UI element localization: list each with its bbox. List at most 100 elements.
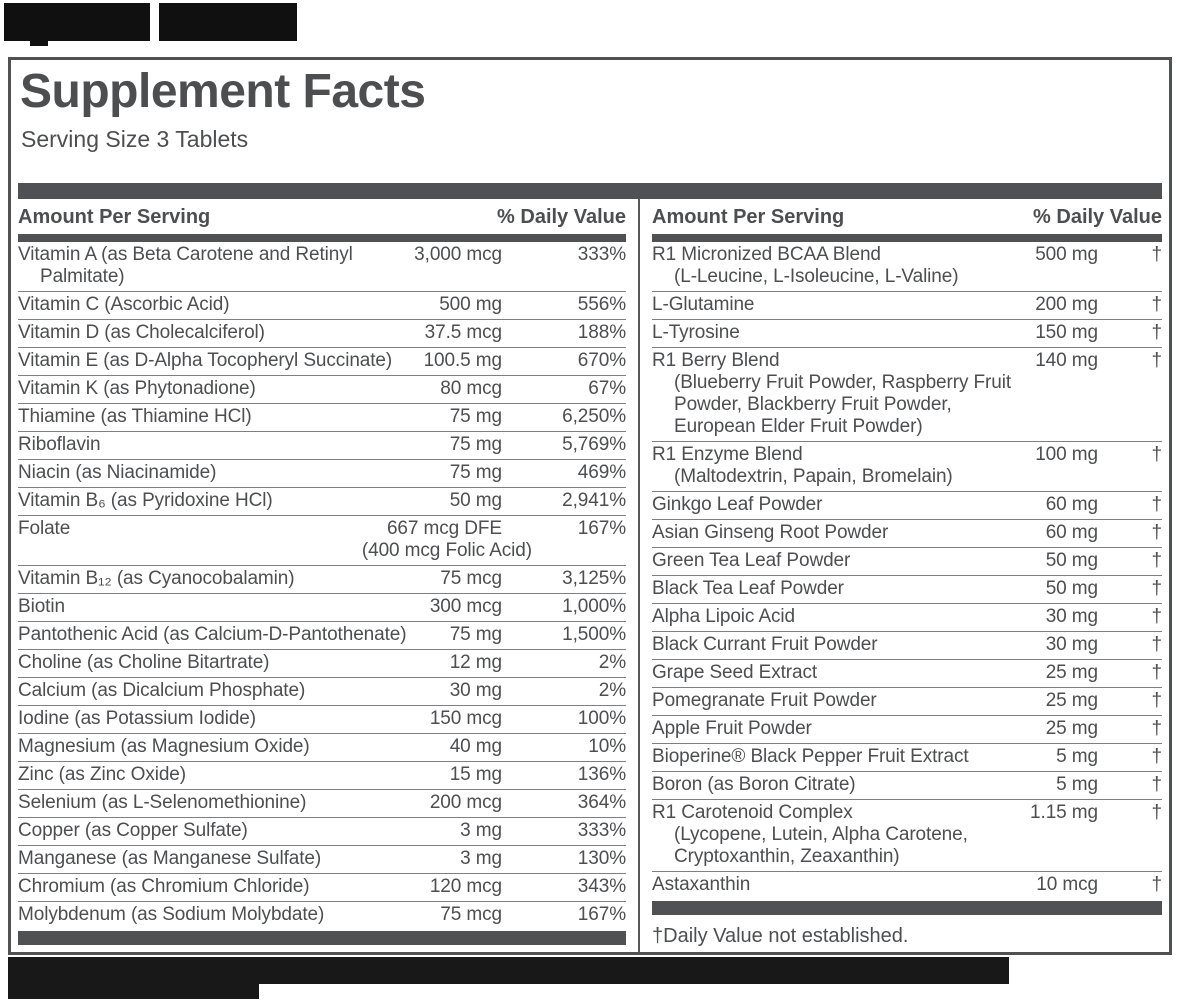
ingredient-name: Pantothenic Acid (as Calcium-D-Pantothen…	[18, 624, 407, 646]
ingredient-amount: 5 mg	[1056, 746, 1098, 768]
ingredient-name: R1 Micronized BCAA Blend	[652, 244, 881, 266]
ingredient-name: Zinc (as Zinc Oxide)	[18, 764, 186, 786]
ingredient-row: Vitamin E (as D-Alpha Tocopheryl Succina…	[18, 347, 626, 375]
ingredient-amount: 30 mg	[449, 680, 502, 702]
daily-value-header: % Daily Value	[497, 206, 626, 229]
ingredient-amount: 3 mg	[460, 820, 502, 842]
ingredient-row: L-Glutamine 200 mg †	[652, 291, 1162, 319]
ingredient-daily-value: 136%	[577, 764, 626, 786]
ingredient-row: Vitamin B₁₂ (as Cyanocobalamin) 75 mcg 3,1…	[18, 565, 626, 593]
ingredient-name-continued: (L-Leucine, L-Isoleucine, L-Valine)	[674, 266, 959, 288]
ingredient-row: Iodine (as Potassium Iodide) 150 mcg 100%	[18, 705, 626, 733]
ingredient-daily-value: †	[1151, 294, 1163, 316]
ingredient-name: Iodine (as Potassium Iodide)	[18, 708, 256, 730]
ingredient-name: Vitamin A (as Beta Carotene and Retinyl	[18, 244, 353, 266]
ingredient-row: Choline (as Choline Bitartrate) 12 mg 2%	[18, 649, 626, 677]
redacted-product-name-segment	[159, 3, 297, 41]
ingredient-name: Vitamin D (as Cholecalciferol)	[18, 322, 265, 344]
ingredient-row: Alpha Lipoic Acid 30 mg †	[652, 603, 1162, 631]
supplement-facts-panel: Supplement Facts Serving Size 3 Tablets …	[8, 57, 1172, 955]
ingredient-amount: 3,000 mcg	[414, 244, 502, 266]
ingredient-amount: 50 mg	[1045, 578, 1098, 600]
ingredient-name-continued: Palmitate)	[40, 266, 125, 288]
ingredient-amount: 200 mg	[1035, 294, 1098, 316]
ingredient-row: Astaxanthin 10 mcg †	[652, 871, 1162, 899]
ingredient-name: Black Tea Leaf Powder	[652, 578, 844, 600]
ingredient-daily-value: †	[1151, 874, 1163, 896]
ingredient-name: Selenium (as L-Selenomethionine)	[18, 792, 307, 814]
ingredient-amount: 25 mg	[1045, 662, 1098, 684]
ingredient-amount: 500 mg	[439, 294, 502, 316]
ingredient-amount: 80 mcg	[440, 378, 502, 400]
ingredient-daily-value: †	[1151, 662, 1163, 684]
ingredient-daily-value: †	[1151, 718, 1163, 740]
ingredient-name: Ginkgo Leaf Powder	[652, 494, 823, 516]
ingredient-name-continued: (Maltodextrin, Papain, Bromelain)	[674, 466, 953, 488]
ingredient-row: Molybdenum (as Sodium Molybdate) 75 mcg 16…	[18, 901, 626, 929]
ingredient-name: Vitamin C (Ascorbic Acid)	[18, 294, 230, 316]
ingredient-amount: 37.5 mcg	[424, 322, 502, 344]
ingredient-daily-value: 5,769%	[562, 434, 626, 456]
redacted-product-name-segment	[4, 3, 150, 41]
ingredient-daily-value: 343%	[577, 876, 626, 898]
left-column-end-bar	[18, 931, 626, 946]
ingredient-amount: 60 mg	[1045, 522, 1098, 544]
ingredient-name-continued: Powder, Blackberry Fruit Powder,	[674, 394, 952, 416]
ingredient-row: R1 Berry Blend 140 mg † (Blueberry Fruit Po…	[652, 347, 1162, 441]
ingredient-daily-value: 670%	[577, 350, 626, 372]
ingredient-amount: 100.5 mg	[423, 350, 503, 372]
ingredient-name: Manganese (as Manganese Sulfate)	[18, 848, 322, 870]
ingredient-daily-value: †	[1151, 322, 1163, 344]
ingredient-row: Pantothenic Acid (as Calcium-D-Pantothen…	[18, 621, 626, 649]
ingredient-daily-value: †	[1151, 494, 1163, 516]
ingredient-name: Apple Fruit Powder	[652, 718, 812, 740]
daily-value-header: % Daily Value	[1033, 206, 1162, 229]
ingredient-row: Vitamin K (as Phytonadione) 80 mcg 67%	[18, 375, 626, 403]
ingredient-name: Pomegranate Fruit Powder	[652, 690, 877, 712]
ingredient-name: Calcium (as Dicalcium Phosphate)	[18, 680, 306, 702]
ingredient-daily-value: †	[1151, 746, 1163, 768]
ingredient-daily-value: 188%	[577, 322, 626, 344]
ingredient-daily-value: 2,941%	[562, 490, 626, 512]
ingredient-amount: 1.15 mg	[1030, 802, 1098, 824]
ingredient-daily-value: 1,000%	[562, 596, 626, 618]
ingredient-row: Vitamin C (Ascorbic Acid) 500 mg 556%	[18, 291, 626, 319]
ingredient-amount: 40 mg	[449, 736, 502, 758]
redacted-product-name-segment	[30, 41, 48, 46]
ingredient-daily-value: 130%	[577, 848, 626, 870]
ingredient-row: Bioperine® Black Pepper Fruit Extract 5 m…	[652, 743, 1162, 771]
ingredient-daily-value: †	[1151, 522, 1163, 544]
ingredient-daily-value: †	[1151, 634, 1163, 656]
ingredient-row: Black Currant Fruit Powder 30 mg †	[652, 631, 1162, 659]
ingredient-amount: 75 mcg	[440, 904, 502, 926]
header-divider-bar	[18, 234, 626, 243]
ingredient-row: Zinc (as Zinc Oxide) 15 mg 136%	[18, 761, 626, 789]
amount-per-serving-header: Amount Per Serving	[652, 206, 845, 229]
ingredient-row: Vitamin D (as Cholecalciferol) 37.5 mcg 18…	[18, 319, 626, 347]
ingredient-row: Magnesium (as Magnesium Oxide) 40 mg 10%	[18, 733, 626, 761]
ingredient-name: Alpha Lipoic Acid	[652, 606, 796, 628]
ingredient-row: R1 Enzyme Blend 100 mg † (Maltodextrin, Pap…	[652, 441, 1162, 491]
ingredient-name: Vitamin B₆ (as Pyridoxine HCl)	[18, 490, 273, 512]
left-ingredient-rows: Vitamin A (as Beta Carotene and Retinyl 3…	[18, 242, 626, 929]
ingredient-name: R1 Berry Blend	[652, 350, 780, 372]
ingredient-row: Boron (as Boron Citrate) 5 mg †	[652, 771, 1162, 799]
ingredient-amount: 200 mcg	[429, 792, 502, 814]
ingredient-daily-value: †	[1151, 244, 1163, 266]
ingredient-row: Vitamin B₆ (as Pyridoxine HCl) 50 mg 2,941…	[18, 487, 626, 515]
ingredient-amount: 25 mg	[1045, 718, 1098, 740]
ingredient-daily-value: †	[1151, 802, 1163, 824]
ingredient-amount: 75 mcg	[440, 568, 502, 590]
ingredient-daily-value: 364%	[577, 792, 626, 814]
ingredient-row: Pomegranate Fruit Powder 25 mg †	[652, 687, 1162, 715]
ingredient-row: Selenium (as L-Selenomethionine) 200 mcg 3…	[18, 789, 626, 817]
ingredient-daily-value: 167%	[577, 518, 626, 540]
ingredient-amount: 75 mg	[449, 462, 502, 484]
header-divider-bar	[652, 234, 1162, 243]
ingredient-daily-value: 2%	[598, 652, 626, 674]
serving-size: Serving Size 3 Tablets	[21, 126, 249, 153]
ingredient-amount: 12 mg	[449, 652, 502, 674]
ingredient-name: Chromium (as Chromium Chloride)	[18, 876, 310, 898]
ingredient-row: Riboflavin 75 mg 5,769%	[18, 431, 626, 459]
ingredient-name: Folate	[18, 518, 71, 540]
